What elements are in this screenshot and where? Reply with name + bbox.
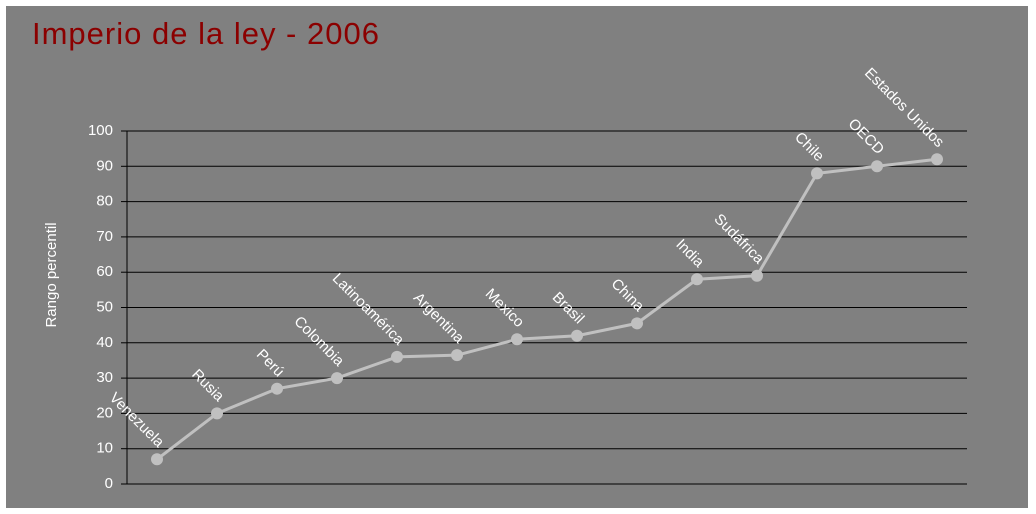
background [6,6,1028,508]
y-tick-label: 30 [96,369,113,386]
y-tick-label: 10 [96,440,113,457]
y-tick-label: 40 [96,334,113,351]
line [156,157,938,461]
point [571,329,583,342]
y-tick-label: 50 [96,298,113,315]
point [451,349,463,362]
y-tick-label: 0 [105,475,113,492]
point [631,317,643,330]
chart-title: Imperio de la ley - 2006 [32,16,380,51]
point [871,160,883,173]
y-axis-label: Rango percentil [43,222,60,327]
point [331,372,343,385]
point [211,407,223,420]
point [691,273,703,286]
y-tick-label: 100 [88,122,113,139]
y-tick-label: 70 [96,228,113,245]
point [751,269,763,282]
y-tick-label: 90 [96,157,113,174]
y-tick-label: 80 [96,193,113,210]
point [811,167,823,180]
point [391,350,403,363]
point [931,153,943,166]
point [271,382,283,395]
point [151,453,163,466]
y-tick-label: 60 [96,263,113,280]
y-tick-label: 20 [96,404,113,421]
point [511,333,523,346]
